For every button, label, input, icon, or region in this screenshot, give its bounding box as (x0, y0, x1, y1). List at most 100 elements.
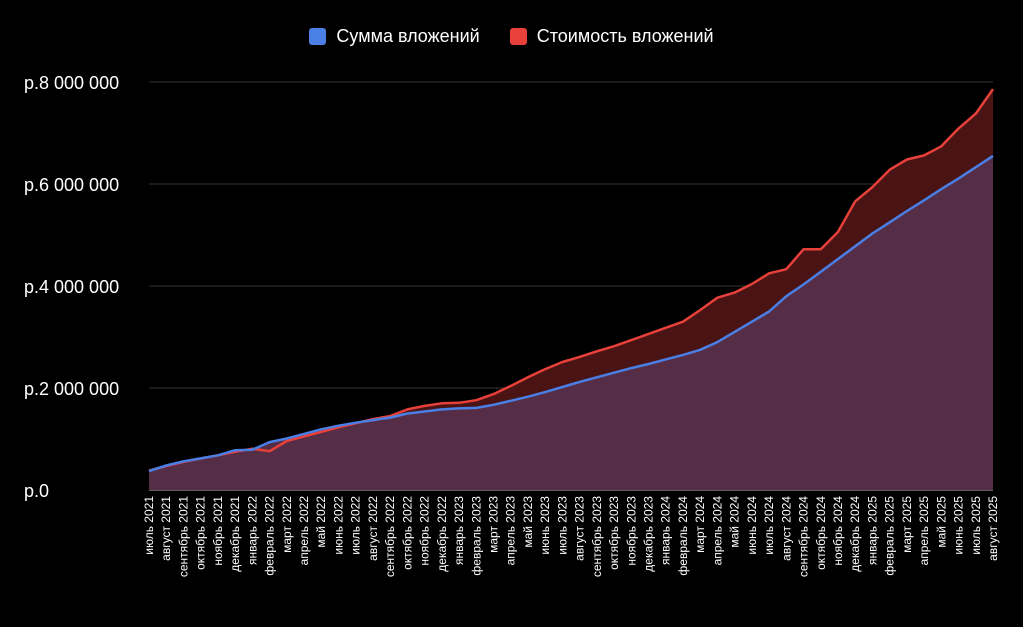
point-series-0-21 (509, 399, 513, 403)
x-tick-label-43: февраль 2025 (883, 496, 897, 576)
x-tick-label-35: июнь 2024 (745, 496, 759, 555)
point-series-1-21 (509, 384, 513, 388)
point-series-1-30 (664, 326, 668, 330)
point-series-1-24 (560, 360, 564, 364)
x-tick-label-39: октябрь 2024 (814, 496, 828, 570)
point-series-1-32 (698, 308, 702, 312)
point-series-1-4 (216, 453, 220, 457)
x-tick-label-21: апрель 2023 (504, 496, 518, 566)
point-series-0-15 (405, 412, 409, 416)
y-tick-label-3: р.6 000 000 (24, 175, 119, 195)
point-series-0-27 (612, 371, 616, 375)
x-tick-label-22: май 2023 (521, 496, 535, 548)
point-series-1-23 (543, 367, 547, 371)
x-tick-label-28: ноябрь 2023 (624, 496, 638, 566)
x-tick-label-42: январь 2025 (865, 496, 879, 565)
y-tick-label-1: р.2 000 000 (24, 379, 119, 399)
x-tick-label-20: март 2023 (486, 496, 500, 553)
x-tick-label-4: ноябрь 2021 (211, 496, 225, 566)
point-series-1-5 (233, 450, 237, 454)
line-series-value (148, 88, 995, 472)
x-tick-label-9: апрель 2022 (297, 496, 311, 566)
point-series-0-48 (974, 165, 978, 169)
x-tick-label-47: июнь 2025 (952, 496, 966, 555)
x-tick-label-15: октябрь 2022 (400, 496, 414, 570)
point-series-1-36 (767, 271, 771, 275)
x-tick-label-11: июнь 2022 (331, 496, 345, 555)
point-series-1-48 (974, 112, 978, 116)
point-series-1-10 (319, 430, 323, 434)
x-tick-label-3: октябрь 2021 (194, 496, 208, 570)
point-series-0-7 (268, 440, 272, 444)
point-series-0-23 (543, 390, 547, 394)
x-tick-label-7: февраль 2022 (263, 496, 277, 576)
x-tick-label-23: июнь 2023 (538, 496, 552, 555)
x-tick-label-25: август 2023 (573, 496, 587, 561)
x-tick-label-13: август 2022 (366, 496, 380, 561)
point-series-0-26 (595, 375, 599, 379)
point-series-0-32 (698, 348, 702, 352)
x-tick-label-8: март 2022 (280, 496, 294, 553)
point-series-1-2 (181, 460, 185, 464)
point-series-0-35 (750, 320, 754, 324)
point-series-0-38 (802, 282, 806, 286)
x-tick-label-33: апрель 2024 (710, 496, 724, 566)
point-series-1-1 (164, 464, 168, 468)
x-tick-label-37: август 2024 (779, 496, 793, 561)
x-tick-label-12: июль 2022 (349, 496, 363, 555)
point-series-1-3 (199, 456, 203, 460)
point-series-0-17 (440, 407, 444, 411)
point-series-0-44 (905, 209, 909, 213)
point-series-0-42 (870, 231, 874, 235)
x-tick-label-29: декабрь 2023 (642, 496, 656, 572)
legend-item-value[interactable]: Стоимость вложений (509, 26, 714, 47)
point-series-1-15 (405, 407, 409, 411)
point-series-0-37 (784, 294, 788, 298)
point-series-1-28 (629, 338, 633, 342)
x-tick-label-45: апрель 2025 (917, 496, 931, 566)
point-series-1-45 (922, 153, 926, 157)
point-series-1-0 (147, 469, 151, 473)
point-series-0-41 (853, 244, 857, 248)
point-series-0-30 (664, 357, 668, 361)
x-tick-label-26: сентябрь 2023 (590, 496, 604, 577)
point-series-0-45 (922, 198, 926, 202)
point-series-1-49 (991, 87, 995, 91)
x-tick-label-1: август 2021 (159, 496, 173, 561)
point-series-0-24 (560, 385, 564, 389)
x-tick-label-27: октябрь 2023 (607, 496, 621, 570)
x-tick-label-41: декабрь 2024 (848, 496, 862, 572)
point-series-0-49 (991, 154, 995, 158)
x-tick-label-0: июль 2021 (142, 496, 156, 555)
point-series-0-28 (629, 366, 633, 370)
point-series-1-20 (491, 392, 495, 396)
point-series-1-41 (853, 199, 857, 203)
point-series-1-29 (647, 332, 651, 336)
point-series-1-47 (957, 126, 961, 130)
point-series-0-29 (647, 362, 651, 366)
point-series-0-20 (491, 403, 495, 407)
point-series-0-47 (957, 176, 961, 180)
x-tick-label-46: май 2025 (934, 496, 948, 548)
point-series-1-25 (578, 355, 582, 359)
legend: Сумма вложений Стоимость вложений (0, 26, 1023, 47)
legend-label-invested: Сумма вложений (336, 26, 480, 46)
x-tick-label-31: февраль 2024 (676, 496, 690, 576)
point-series-1-35 (750, 282, 754, 286)
x-tick-label-5: декабрь 2021 (228, 496, 242, 572)
point-series-1-8 (285, 439, 289, 443)
x-tick-label-17: декабрь 2022 (435, 496, 449, 572)
point-series-0-43 (888, 220, 892, 224)
legend-swatch-value (509, 28, 527, 45)
point-series-0-16 (423, 409, 427, 413)
point-series-1-33 (715, 296, 719, 300)
point-series-1-7 (268, 449, 272, 453)
point-series-0-34 (733, 330, 737, 334)
point-series-1-44 (905, 158, 909, 162)
point-series-0-19 (474, 406, 478, 410)
point-series-1-27 (612, 344, 616, 348)
point-series-1-13 (371, 417, 375, 421)
x-tick-label-34: май 2024 (728, 496, 742, 548)
legend-item-invested[interactable]: Сумма вложений (309, 26, 480, 47)
point-series-1-39 (819, 247, 823, 251)
